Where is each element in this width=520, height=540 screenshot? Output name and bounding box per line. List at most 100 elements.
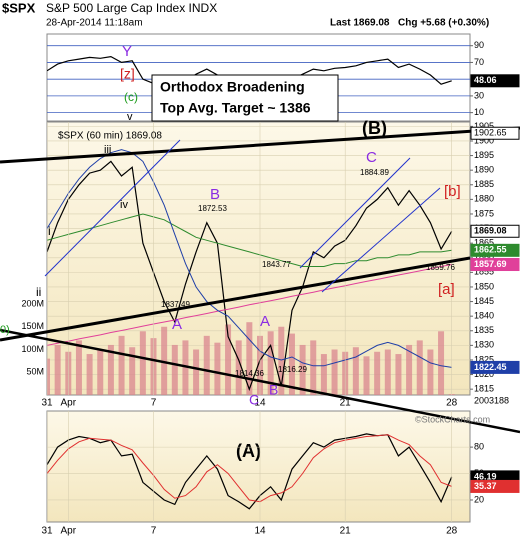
y-tick-label: 1900 [474, 135, 494, 145]
annotation: 0) [0, 324, 10, 336]
x-tick-label: 28 [446, 398, 458, 409]
volume-tick-label: 200M [21, 298, 44, 308]
annotation: iii [104, 144, 111, 156]
volume-bar [235, 340, 242, 395]
annotation: i [48, 224, 51, 238]
last-price: Last 1869.08 [330, 18, 390, 29]
value-box [470, 360, 520, 374]
volume-bar [288, 333, 295, 395]
y-tick-label: 1820 [474, 369, 494, 379]
volume-bar [203, 335, 210, 395]
annotation: 1816.29 [278, 365, 307, 374]
x-tick-label: 21 [340, 398, 352, 409]
series-line [47, 264, 452, 346]
last-value-label: 1869.08 [474, 226, 507, 236]
y-tick-label: 1885 [474, 179, 494, 189]
x-tick-label: Apr [61, 526, 77, 537]
panel-layer [47, 411, 470, 522]
stochastic-panel [46, 410, 471, 523]
annotation: 1872.53 [198, 204, 227, 213]
volume-bar [352, 347, 359, 395]
value-box [470, 243, 520, 257]
y-tick-label: 90 [474, 40, 484, 50]
trend-line [0, 126, 520, 164]
volume-bar [374, 351, 381, 395]
series-line [47, 213, 452, 267]
volume-bar [246, 322, 253, 395]
volume-bar [384, 349, 391, 395]
annotation: Y [122, 43, 132, 60]
trend-line [44, 139, 181, 277]
volume-bar [193, 349, 200, 395]
trend-line [0, 328, 520, 434]
trend-line [321, 187, 441, 293]
annotation: ii [36, 285, 41, 299]
value-box [470, 74, 520, 88]
annotation-box [151, 74, 339, 122]
x-tick-label: 7 [151, 526, 157, 537]
y-tick-label: 1905 [474, 121, 494, 131]
panel-layer [47, 122, 470, 395]
annotation: Top Avg. Target ~ 1386 [160, 100, 311, 116]
volume-bar [225, 324, 232, 395]
y-tick-label: 10 [474, 107, 484, 117]
y-tick-label: 1890 [474, 165, 494, 175]
annotation: [b] [444, 183, 461, 200]
annotation: A [260, 313, 270, 330]
volume-bar [86, 354, 93, 395]
y-tick-label: 80 [474, 441, 484, 451]
volume-bar [267, 331, 274, 395]
annotation: [a] [438, 281, 455, 298]
x-tick-label: 28 [446, 526, 458, 537]
volume-bar [299, 344, 306, 395]
volume-bar [406, 344, 413, 395]
x-tick-label: 31 [41, 398, 53, 409]
annotation: Orthodox Broadening [160, 79, 305, 95]
y-tick-label: 1845 [474, 296, 494, 306]
volume-bar [363, 356, 370, 395]
volume-tick-label: 100M [21, 344, 44, 354]
value-box [470, 126, 520, 140]
x-tick-label: 31 [41, 526, 53, 537]
x-tick-label: 21 [340, 526, 352, 537]
volume-bar [310, 340, 317, 395]
annotation: 1837.49 [161, 300, 190, 309]
panel-legend: $SPX (60 min) 1869.08 [58, 131, 162, 142]
volume-bar [97, 349, 104, 395]
y-tick-label: 1875 [474, 208, 494, 218]
last-value-label: 1822.45 [474, 362, 507, 372]
last-value-label: 35.37 [474, 481, 497, 491]
last-value-label: 1862.55 [474, 245, 507, 255]
volume-bar [118, 335, 125, 395]
index-name: S&P 500 Large Cap Index INDX [46, 1, 217, 15]
x-tick-label: 7 [151, 398, 157, 409]
annotation: iv [120, 199, 128, 211]
volume-bar [107, 344, 114, 395]
y-tick-label: 1850 [474, 281, 494, 291]
x-tick-label: 14 [254, 526, 266, 537]
layers: 103050709048.061815182018251830183518401… [0, 40, 520, 537]
symbol: $SPX [2, 0, 36, 15]
value-box [470, 479, 520, 493]
volume-bar [54, 344, 61, 395]
volume-bar [278, 326, 285, 395]
annotation: C [249, 392, 259, 408]
annotation: [z] [120, 66, 135, 82]
change: Chg +5.68 (+0.30%) [398, 18, 489, 29]
value-box [470, 258, 520, 272]
annotation: 1859.76 [426, 263, 455, 272]
annotation: B [210, 186, 220, 203]
last-value-label: 48.06 [474, 75, 497, 85]
y-tick-label: 1815 [474, 384, 494, 394]
series-line [47, 149, 452, 368]
y-tick-label: 1825 [474, 354, 494, 364]
last-value-label: 46.19 [474, 471, 497, 481]
y-tick-label: 30 [474, 90, 484, 100]
y-tick-label: 1895 [474, 150, 494, 160]
annotation: 1814.36 [235, 369, 264, 378]
volume-bar [438, 331, 445, 395]
y-tick-label: 1860 [474, 252, 494, 262]
watermark: ©StockCharts.com [415, 414, 490, 424]
